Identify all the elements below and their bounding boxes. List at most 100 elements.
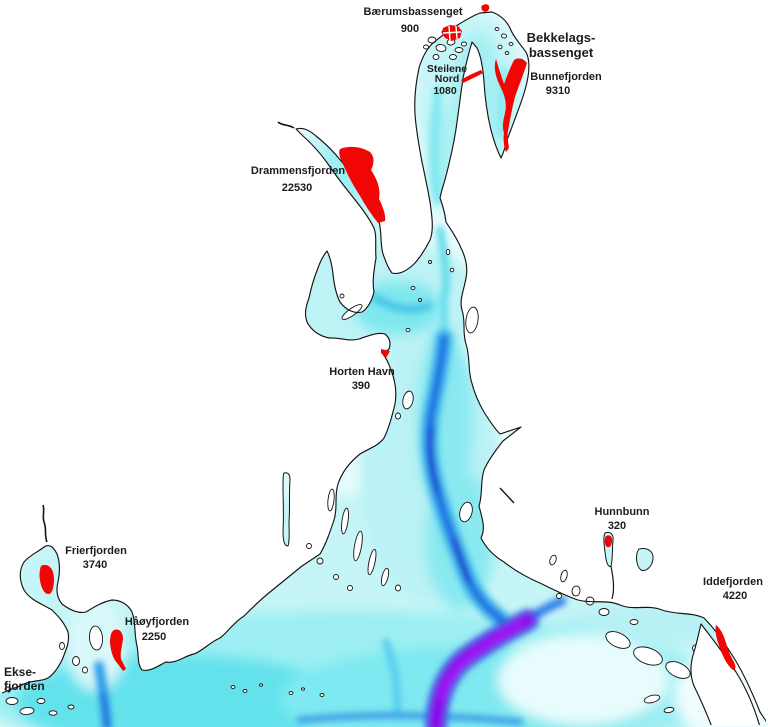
label-baerumsbassenget-value: 900 [401, 23, 419, 35]
island [88, 625, 104, 651]
island [449, 54, 457, 60]
red-patch-frierfjorden [39, 564, 55, 595]
island [459, 501, 473, 523]
island [319, 693, 325, 697]
island [449, 267, 455, 273]
label-iddefjorden-value: 4220 [723, 590, 747, 602]
island [48, 710, 58, 716]
island [663, 706, 675, 714]
label-hunnbunn: Hunnbunn 320 [595, 506, 650, 532]
river-drammen [277, 121, 295, 129]
island [72, 656, 80, 666]
river-skien [42, 504, 48, 543]
island [306, 543, 312, 549]
island [242, 689, 248, 693]
label-baerumsbassenget-line: Bærumsbassenget [363, 6, 462, 18]
label-hunnbunn-value: 320 [608, 520, 626, 532]
label-bunnefjorden-value: 9310 [546, 85, 570, 97]
island [380, 567, 390, 587]
island [494, 27, 500, 31]
label-eksefjorden: Ekse-fjorden [4, 665, 45, 693]
island [605, 631, 631, 649]
island [461, 41, 467, 47]
islands [4, 27, 706, 716]
island [423, 44, 429, 50]
red-patch-drammensfjorden [339, 146, 386, 223]
island [598, 608, 610, 616]
island [367, 548, 377, 576]
red-patch-horten-havn [381, 349, 390, 358]
label-haoyfjorden-value: 2250 [142, 631, 166, 643]
label-horten-havn: Horten Havn 390 [329, 366, 395, 392]
labels: Bærumsbassenget 900 Bekkelags-bassenget Ste… [4, 6, 763, 693]
island [67, 704, 75, 710]
inlet-line-east [499, 487, 515, 504]
island [428, 260, 432, 264]
label-horten-havn-line: Horten Havn [329, 366, 395, 378]
island [316, 557, 324, 565]
island [508, 42, 514, 46]
island [353, 530, 363, 562]
red-patch-bunnefjorden [494, 58, 527, 152]
red-patch-haoyfjorden [110, 629, 126, 671]
island [341, 507, 349, 535]
island [259, 683, 263, 687]
label-drammensfjorden: Drammensfjorden 22530 [251, 165, 345, 194]
island [556, 593, 562, 599]
label-haoyfjorden: Håøyfjorden 2250 [125, 616, 189, 643]
island [333, 574, 339, 580]
island [402, 390, 414, 410]
island [504, 51, 510, 55]
island [501, 33, 507, 39]
island [432, 54, 440, 60]
label-baerumsbassenget: Bærumsbassenget 900 [363, 6, 462, 35]
red-patch-hunnbunn [604, 535, 613, 548]
island [560, 569, 568, 583]
island [465, 306, 479, 334]
island [633, 646, 663, 666]
island [571, 585, 581, 597]
label-bekkelagsbassenget-line: bassenget [529, 45, 594, 60]
label-iddefjorden: Iddefjorden 4220 [703, 576, 763, 602]
island [230, 685, 236, 689]
island [410, 286, 416, 290]
red-patch-bekkelagsbassenget [481, 4, 490, 12]
island [665, 661, 691, 679]
island [82, 666, 88, 674]
deep-channels [94, 67, 567, 727]
label-hunnbunn-line: Hunnbunn [595, 506, 650, 518]
label-horten-havn-value: 390 [352, 380, 370, 392]
island [301, 687, 305, 691]
island [5, 697, 19, 705]
label-haoyfjorden-line: Håøyfjorden [125, 616, 189, 628]
island [445, 248, 451, 256]
island [435, 43, 447, 53]
island [497, 44, 503, 50]
island [643, 694, 661, 704]
label-steilene-nord-value: 1080 [433, 85, 457, 97]
red-patch-iddefjorden [715, 625, 736, 670]
label-drammensfjorden-value: 22530 [282, 182, 313, 194]
island [549, 554, 557, 566]
island [395, 584, 401, 592]
red-patch-steilene-nord [461, 70, 483, 83]
label-drammensfjorden-line: Drammensfjorden [251, 165, 345, 177]
island [347, 585, 353, 591]
red-patches [39, 4, 736, 671]
island [629, 619, 639, 625]
island [288, 691, 294, 695]
coastline [2, 11, 766, 725]
label-eksefjorden-line: fjorden [4, 679, 45, 693]
island [418, 298, 422, 302]
label-steilene-nord-line: Steilene [427, 63, 467, 75]
label-bekkelagsbassenget-line: Bekkelags- [527, 30, 596, 45]
label-frierfjorden-line: Frierfjorden [65, 545, 127, 557]
hunnbunn-channel [610, 565, 615, 600]
island [59, 642, 65, 650]
label-iddefjorden-line: Iddefjorden [703, 576, 763, 588]
label-steilene-nord-line: Nord [435, 73, 460, 85]
island [19, 707, 35, 715]
